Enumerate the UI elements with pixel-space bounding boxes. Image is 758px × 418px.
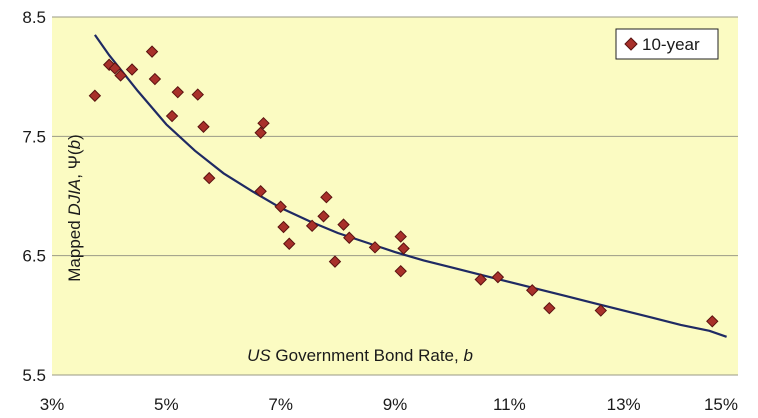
y-axis-title: Mapped DJIA, Ψ(b)	[65, 134, 84, 281]
data-point-1	[102, 58, 116, 71]
data-point-20	[320, 190, 333, 204]
x-tick-label-5: 13%	[607, 395, 641, 414]
data-point-11	[203, 171, 216, 185]
data-point-10	[197, 120, 210, 133]
data-point-13	[257, 116, 270, 130]
data-point-16	[277, 220, 290, 234]
axis-title-part-4: )	[65, 134, 84, 140]
x-tick-label-1: 5%	[154, 395, 179, 414]
data-point-28	[474, 273, 487, 286]
x-tick-label-3: 9%	[383, 395, 408, 414]
x-tick-label-0: 3%	[40, 395, 65, 414]
axis-title-part-2: b	[463, 346, 472, 365]
data-point-21	[328, 255, 342, 268]
data-point-7	[165, 109, 179, 123]
axis-title-part-1: Government Bond Rate,	[271, 346, 464, 365]
legend-label-10-year: 10-year	[642, 35, 700, 54]
data-point-14	[254, 185, 267, 198]
data-point-29	[491, 270, 505, 284]
data-point-23	[343, 231, 356, 244]
data-point-6	[148, 72, 162, 86]
y-tick-label-2: 7.5	[22, 127, 46, 146]
legend: 10-year	[615, 28, 719, 60]
data-point-3	[114, 69, 127, 82]
data-point-0	[88, 89, 102, 102]
gridlines	[52, 16, 738, 376]
x-tick-label-2: 7%	[268, 395, 293, 414]
axis-title-part-3: b	[65, 140, 84, 149]
axis-title-part-0: Mapped	[65, 216, 84, 282]
data-point-24	[368, 241, 382, 254]
data-point-18	[305, 219, 319, 233]
data-point-25	[394, 230, 407, 243]
data-point-22	[337, 218, 350, 231]
axis-title-part-1: DJIA	[65, 179, 84, 216]
y-tick-label-3: 8.5	[22, 8, 46, 27]
y-tick-label-0: 5.5	[22, 366, 46, 385]
fit-curve	[94, 34, 727, 338]
data-points	[88, 45, 719, 328]
data-point-8	[171, 85, 184, 99]
data-point-32	[594, 304, 608, 317]
axis-title-part-0: US	[247, 346, 271, 365]
fit-line-layer	[94, 34, 727, 338]
data-point-2	[108, 62, 122, 75]
y-tick-label-1: 6.5	[22, 247, 46, 266]
y-axis-ticks: 5.5 6.5 7.5 8.5	[22, 8, 46, 385]
data-point-15	[274, 200, 287, 213]
data-point-19	[317, 210, 330, 223]
data-point-4	[125, 63, 139, 76]
data-point-30	[525, 284, 539, 297]
data-point-27	[394, 264, 407, 278]
data-point-12	[254, 126, 267, 139]
plot-background	[52, 17, 738, 375]
data-point-9	[191, 88, 204, 101]
data-point-33	[706, 315, 719, 328]
x-axis-ticks: 3% 5% 7% 9% 11% 13% 15%	[40, 395, 738, 414]
axis-title-part-2: , Ψ(	[65, 149, 84, 179]
x-tick-label-4: 11%	[493, 395, 526, 414]
x-tick-label-6: 15%	[704, 395, 738, 414]
data-point-31	[543, 301, 556, 315]
legend-marker-10-year	[624, 37, 638, 51]
x-axis-title: US Government Bond Rate, b	[247, 346, 473, 365]
data-point-5	[145, 45, 159, 58]
data-point-17	[283, 237, 296, 250]
data-point-26	[397, 242, 410, 255]
